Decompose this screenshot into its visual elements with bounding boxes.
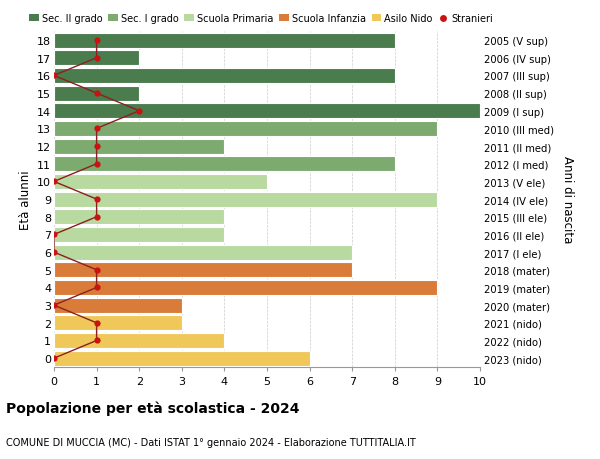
Bar	[54, 263, 352, 278]
Bar	[54, 104, 480, 119]
Y-axis label: Età alunni: Età alunni	[19, 170, 32, 230]
Y-axis label: Anni di nascita: Anni di nascita	[560, 156, 574, 243]
Bar	[54, 139, 224, 154]
Bar	[54, 192, 437, 207]
Bar	[54, 245, 352, 260]
Bar	[54, 298, 182, 313]
Text: COMUNE DI MUCCIA (MC) - Dati ISTAT 1° gennaio 2024 - Elaborazione TUTTITALIA.IT: COMUNE DI MUCCIA (MC) - Dati ISTAT 1° ge…	[6, 437, 416, 448]
Bar	[54, 316, 182, 330]
Bar	[54, 210, 224, 225]
Bar	[54, 51, 139, 66]
Bar	[54, 280, 437, 295]
Bar	[54, 86, 139, 101]
Bar	[54, 34, 395, 49]
Bar	[54, 69, 395, 84]
Bar	[54, 122, 437, 137]
Bar	[54, 228, 224, 242]
Text: Popolazione per età scolastica - 2024: Popolazione per età scolastica - 2024	[6, 401, 299, 415]
Legend: Sec. II grado, Sec. I grado, Scuola Primaria, Scuola Infanzia, Asilo Nido, Stran: Sec. II grado, Sec. I grado, Scuola Prim…	[29, 14, 493, 24]
Bar	[54, 157, 395, 172]
Bar	[54, 174, 267, 190]
Bar	[54, 333, 224, 348]
Bar	[54, 351, 310, 366]
